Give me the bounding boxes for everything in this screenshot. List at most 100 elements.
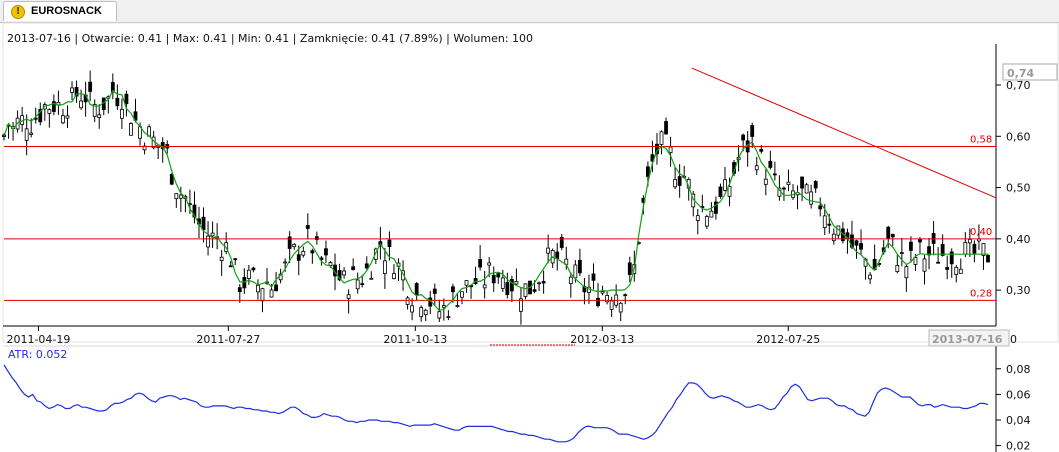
candle-body	[922, 258, 927, 272]
candle-body	[936, 261, 941, 264]
candle-body	[342, 270, 346, 276]
candle-body	[772, 173, 777, 176]
candle-body	[328, 262, 333, 266]
candle-body	[192, 204, 197, 218]
candle-body	[301, 250, 306, 256]
price-candles	[2, 70, 990, 325]
candle-body	[496, 273, 501, 278]
candle-body	[927, 246, 931, 256]
candle-body	[38, 108, 43, 123]
candle-body	[314, 236, 319, 240]
atr-label: ATR: 0.052	[8, 348, 67, 361]
candle-body	[546, 247, 551, 254]
y-tick-label: 0,60	[1006, 130, 1031, 143]
candle-body	[868, 274, 873, 280]
candle-body	[70, 87, 74, 93]
candle-body	[886, 226, 891, 239]
candle-body	[786, 181, 791, 186]
candle-body	[242, 277, 247, 289]
candle-body	[61, 115, 65, 124]
candle-body	[451, 286, 455, 293]
candle-body	[568, 276, 573, 284]
candle-body	[754, 165, 759, 171]
candle-body	[659, 131, 664, 145]
candle-body	[478, 258, 483, 268]
candle-body	[92, 103, 97, 117]
x-tick-label: 2012-03-13	[570, 333, 634, 346]
candle-body	[981, 243, 986, 256]
candle-body	[97, 114, 102, 118]
candle-body	[718, 186, 723, 197]
candle-body	[913, 257, 918, 265]
candle-body	[859, 243, 863, 250]
tab-bar: ! EUROSNACK	[0, 0, 1059, 23]
candle-body	[818, 205, 823, 210]
candle-body	[741, 134, 746, 141]
candle-body	[523, 283, 528, 297]
candle-body	[405, 297, 410, 305]
y-tick-label: 0,70	[1006, 79, 1031, 92]
candle-body	[559, 237, 564, 248]
candle-body	[782, 187, 786, 190]
candle-body	[704, 216, 709, 227]
candle-body	[206, 235, 210, 248]
candle-body	[949, 251, 954, 265]
candle-body	[423, 309, 428, 316]
trend-line	[691, 67, 997, 199]
support-line-label: 0,58	[970, 135, 992, 146]
atr-tick-label: 0,02	[1006, 440, 1031, 452]
candle-body	[723, 179, 727, 191]
candle-body	[174, 193, 179, 200]
candle-body	[419, 307, 424, 318]
x-tick-label: 2011-10-13	[383, 333, 447, 346]
candle-body	[609, 300, 614, 310]
tab-eurosnack[interactable]: ! EUROSNACK	[3, 1, 117, 21]
candle-body	[47, 109, 52, 114]
candle-body	[890, 233, 895, 238]
y-tick-label: 0,40	[1006, 233, 1031, 246]
candle-body	[360, 283, 365, 286]
candle-body	[509, 279, 514, 292]
candle-body	[909, 241, 913, 251]
candle-body	[115, 97, 120, 107]
moving-average-line	[3, 89, 988, 312]
candle-body	[500, 277, 505, 289]
moving-average-path	[3, 89, 988, 312]
candle-body	[383, 260, 387, 275]
candle-body	[899, 252, 904, 254]
candle-body	[160, 142, 165, 149]
candle-body	[646, 166, 650, 177]
candle-body	[677, 176, 682, 186]
candle-body	[986, 255, 990, 263]
candle-body	[768, 160, 773, 168]
candle-body	[373, 248, 378, 260]
atr-tick-label: 0,06	[1006, 388, 1031, 401]
price-x-ticks: 2011-04-19 2011-07-27 2011-10-13 2012-03-13…	[6, 326, 820, 346]
candle-body	[455, 304, 460, 307]
candle-body	[287, 236, 292, 249]
atr-tick-label: 0,08	[1006, 363, 1031, 376]
candle-body	[487, 262, 492, 266]
candle-body	[392, 273, 396, 279]
candle-body	[967, 239, 972, 244]
candle-body	[977, 238, 981, 242]
candle-body	[519, 298, 523, 312]
atr-y-ticks: 0,08 0,06 0,04 0,02	[996, 363, 1031, 452]
candle-body	[283, 261, 288, 264]
x-tick-label: 2012-07-25	[756, 333, 820, 346]
candle-body	[228, 265, 233, 268]
candle-body	[491, 274, 496, 284]
candle-body	[441, 305, 446, 308]
candle-body	[482, 284, 487, 289]
candle-body	[292, 243, 297, 248]
candle-body	[514, 280, 519, 285]
x-tick-label: 2011-07-27	[196, 333, 260, 346]
candle-body	[387, 239, 392, 247]
x-tick-label: 2011-04-19	[6, 333, 70, 346]
price-y-ticks: 0,70 0,60 0,50 0,40 0,30	[996, 79, 1031, 297]
candle-body	[246, 269, 251, 279]
candle-body	[759, 149, 764, 152]
candle-body	[709, 210, 714, 218]
candle-body	[505, 281, 510, 296]
candle-body	[813, 181, 818, 189]
